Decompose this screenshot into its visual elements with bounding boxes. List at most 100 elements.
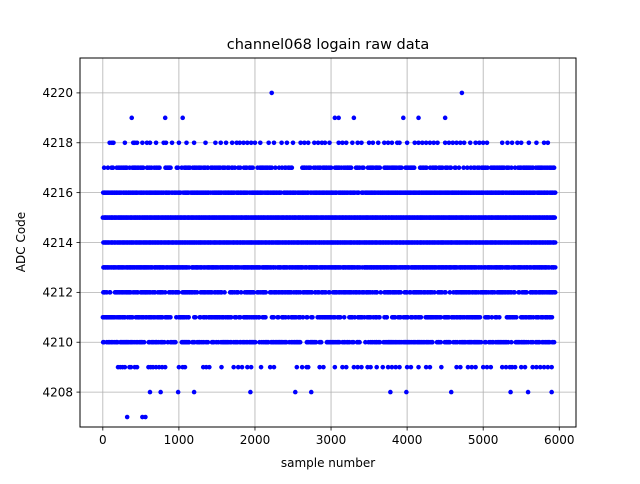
data-point [399,165,404,170]
data-point [489,315,495,320]
x-axis-label: sample number [281,456,375,470]
data-point [549,364,554,370]
data-point [439,364,444,370]
x-tick-label: 1000 [164,433,195,447]
data-point [328,165,334,170]
data-point [231,364,236,370]
data-point [416,140,421,146]
data-point [182,364,188,370]
data-point [162,339,167,345]
data-point [416,364,421,370]
data-point [459,90,465,96]
data-point [313,339,319,345]
data-point [461,165,466,170]
data-point [309,290,315,295]
data-point [312,140,317,146]
data-point [292,389,298,395]
data-point [465,364,471,370]
data-point [173,339,178,345]
data-point [473,140,478,146]
data-point [398,290,404,295]
data-point [163,140,169,146]
data-point [522,364,528,370]
data-point [107,290,113,295]
data-point [473,364,478,370]
data-point [110,165,116,170]
data-point [453,165,458,170]
data-point [130,315,135,320]
data-point [180,115,185,121]
data-point [271,140,277,146]
data-point [377,165,383,170]
data-point [447,339,453,345]
data-point [128,364,134,370]
x-axis-ticks: 0 1000 2000 3000 4000 5000 6000 [99,427,575,447]
data-point [467,140,473,146]
data-point [512,290,517,295]
y-tick-label: 4212 [42,286,73,300]
data-point [404,140,410,146]
x-tick-label: 3000 [316,433,347,447]
data-point [411,165,417,170]
data-point [193,315,198,320]
data-point [229,140,235,146]
data-point [509,140,515,146]
data-point [423,140,429,146]
data-point [256,315,262,320]
data-point [483,339,489,345]
data-point [267,364,273,370]
data-point [191,140,197,146]
y-tick-label: 4208 [42,385,73,399]
data-point [140,140,145,146]
data-point [168,315,173,320]
data-point [478,339,484,345]
x-tick-label: 2000 [240,433,271,447]
data-point [176,364,182,370]
data-point [238,290,244,295]
data-point [213,140,218,146]
data-point [237,140,243,146]
x-tick-label: 6000 [544,433,575,447]
data-point [147,389,153,395]
y-tick-label: 4210 [42,336,73,350]
data-point [456,165,462,170]
data-point [219,364,224,370]
data-point [203,140,208,146]
data-point [350,140,355,146]
data-point [169,140,175,146]
data-point [134,140,140,146]
data-point [438,315,444,320]
data-point [465,165,470,170]
x-tick-label: 5000 [468,433,499,447]
data-point [420,140,425,146]
data-point [541,140,547,146]
data-point [327,290,332,295]
data-point [370,140,376,146]
data-point [377,339,383,345]
data-point [359,364,364,370]
data-point [341,315,347,320]
data-point [381,140,387,146]
data-point [385,364,391,370]
data-point [424,165,429,170]
data-point [322,140,328,146]
data-point [549,315,555,320]
data-point [484,140,490,146]
data-point [143,414,148,420]
data-point [124,414,130,420]
data-point [484,364,490,370]
data-point [336,140,341,146]
data-point [359,140,364,146]
data-point [393,364,399,370]
data-point [454,140,459,146]
data-point [191,389,197,395]
data-point [377,315,382,320]
data-point [271,364,277,370]
data-point [340,364,345,370]
data-point [289,165,295,170]
data-point [552,265,558,270]
data-point [397,364,402,370]
data-point [389,364,395,370]
data-point [485,165,490,170]
